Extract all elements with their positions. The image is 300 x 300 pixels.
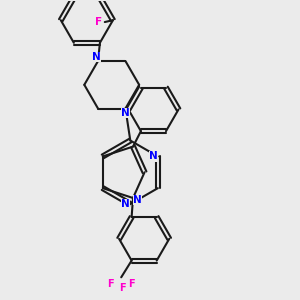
Text: N: N [133, 195, 142, 205]
Text: F: F [118, 283, 125, 293]
Text: F: F [128, 279, 135, 289]
Text: N: N [122, 199, 130, 209]
Text: F: F [107, 279, 114, 289]
Text: N: N [149, 152, 158, 161]
Text: N: N [92, 52, 100, 62]
Text: N: N [121, 108, 130, 118]
Text: F: F [94, 17, 102, 27]
